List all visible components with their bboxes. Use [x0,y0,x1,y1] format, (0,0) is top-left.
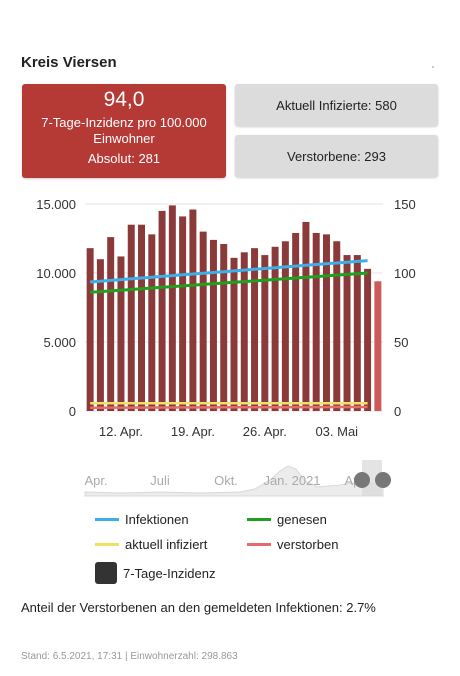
infected-text: Aktuell Infizierte: 580 [276,97,397,113]
page-title: Kreis Viersen [21,54,117,71]
incidence-chart: 0 0 5.000 50 10.000 100 15.000 150 12. Apr. 19. A… [36,197,416,497]
incidence-bar [312,232,320,411]
left-tick-label: 0 [69,404,76,419]
incidence-label: 7-Tage-Inzidenz pro 100.000 Einwohner [41,115,207,146]
legend-item-recovered[interactable]: genesen [247,512,327,527]
navigator-handle-right[interactable] [375,472,391,488]
menu-dot [432,66,434,68]
legend-line-active [95,543,119,546]
right-tick-label: 100 [394,266,416,281]
right-tick-label: 0 [394,404,401,419]
chart-axes: 0 0 5.000 50 10.000 100 15.000 150 12. Apr. 19. A… [36,197,415,439]
incidence-bar [148,234,156,411]
right-tick-label: 150 [394,197,416,212]
incidence-bar [158,210,166,411]
incidence-bar [117,256,125,411]
legend-line-infections [95,518,119,521]
navigator-selection [362,460,382,496]
navigator-handle-left[interactable] [354,472,370,488]
incidence-bars [86,205,382,411]
infections-line [89,259,368,284]
left-tick-label: 5.000 [43,335,76,350]
incidence-bar [343,255,351,411]
incidence-absolute: Absolut: 281 [87,151,161,166]
x-tick-label: 12. Apr. [99,424,143,439]
deceased-tile: Verstorbene: 293 [235,135,438,177]
navigator-label: Okt. [214,473,238,488]
incidence-bar [220,244,228,411]
legend-label-active: aktuell infiziert [125,537,208,552]
incidence-bar [168,205,176,411]
incidence-bar [302,221,310,411]
x-tick-label: 03. Mai [315,424,358,439]
death-rate-summary: Anteil der Verstorbenen an den gemeldete… [21,600,376,615]
incidence-bar [271,246,279,411]
legend-label-incidence: 7-Tage-Inzidenz [123,565,216,581]
deceased-line [90,405,368,409]
incidence-bar [374,281,382,411]
incidence-bar [292,232,300,411]
x-tick-label: 19. Apr. [171,424,215,439]
incidence-bar [261,255,269,411]
footer-status: Stand: 6.5.2021, 17:31 | Einwohnerzahl: … [21,651,238,662]
legend-item-deceased[interactable]: verstorben [247,537,338,552]
legend-line-deceased [247,543,271,546]
deceased-text: Verstorbene: 293 [286,148,387,164]
legend-item-incidence[interactable]: 7-Tage-Inzidenz [95,562,216,584]
right-tick-label: 50 [394,335,408,350]
navigator-label: Jan. 2021 [263,473,320,488]
incidence-value: 94,0 [103,88,145,111]
navigator-label: Apr. [84,473,107,488]
incidence-bar [364,268,372,411]
incidence-bar [127,224,135,411]
incidence-bar [96,259,104,411]
incidence-bar [189,209,197,411]
legend-item-active[interactable]: aktuell infiziert [95,537,207,552]
incidence-bar [230,257,238,411]
incidence-bar [179,216,187,411]
incidence-bar [138,224,146,411]
legend-box-incidence [95,562,117,584]
incidence-tile: 94,0 7-Tage-Inzidenz pro 100.000 Einwohn… [22,84,226,178]
legend-label-infections: Infektionen [125,512,189,527]
legend-line-recovered [247,518,271,521]
incidence-bar [86,248,94,411]
legend-label-recovered: genesen [277,512,327,527]
incidence-bar [199,231,207,411]
incidence-bar [240,252,248,411]
incidence-bar [353,255,361,411]
incidence-bar [333,241,341,411]
legend-label-deceased: verstorben [277,537,339,552]
legend-item-infections[interactable]: Infektionen [95,512,189,527]
infected-tile: Aktuell Infizierte: 580 [235,84,438,126]
incidence-bar [251,248,259,411]
x-tick-label: 26. Apr. [243,424,287,439]
navigator-label: Juli [150,473,170,488]
incidence-bar [107,237,115,411]
incidence-bar [322,234,330,411]
left-tick-label: 15.000 [36,197,76,212]
left-tick-label: 10.000 [36,266,76,281]
incidence-bar [281,241,289,411]
recovered-line [89,271,368,294]
incidence-bar [209,239,217,411]
series-lines [89,259,368,409]
